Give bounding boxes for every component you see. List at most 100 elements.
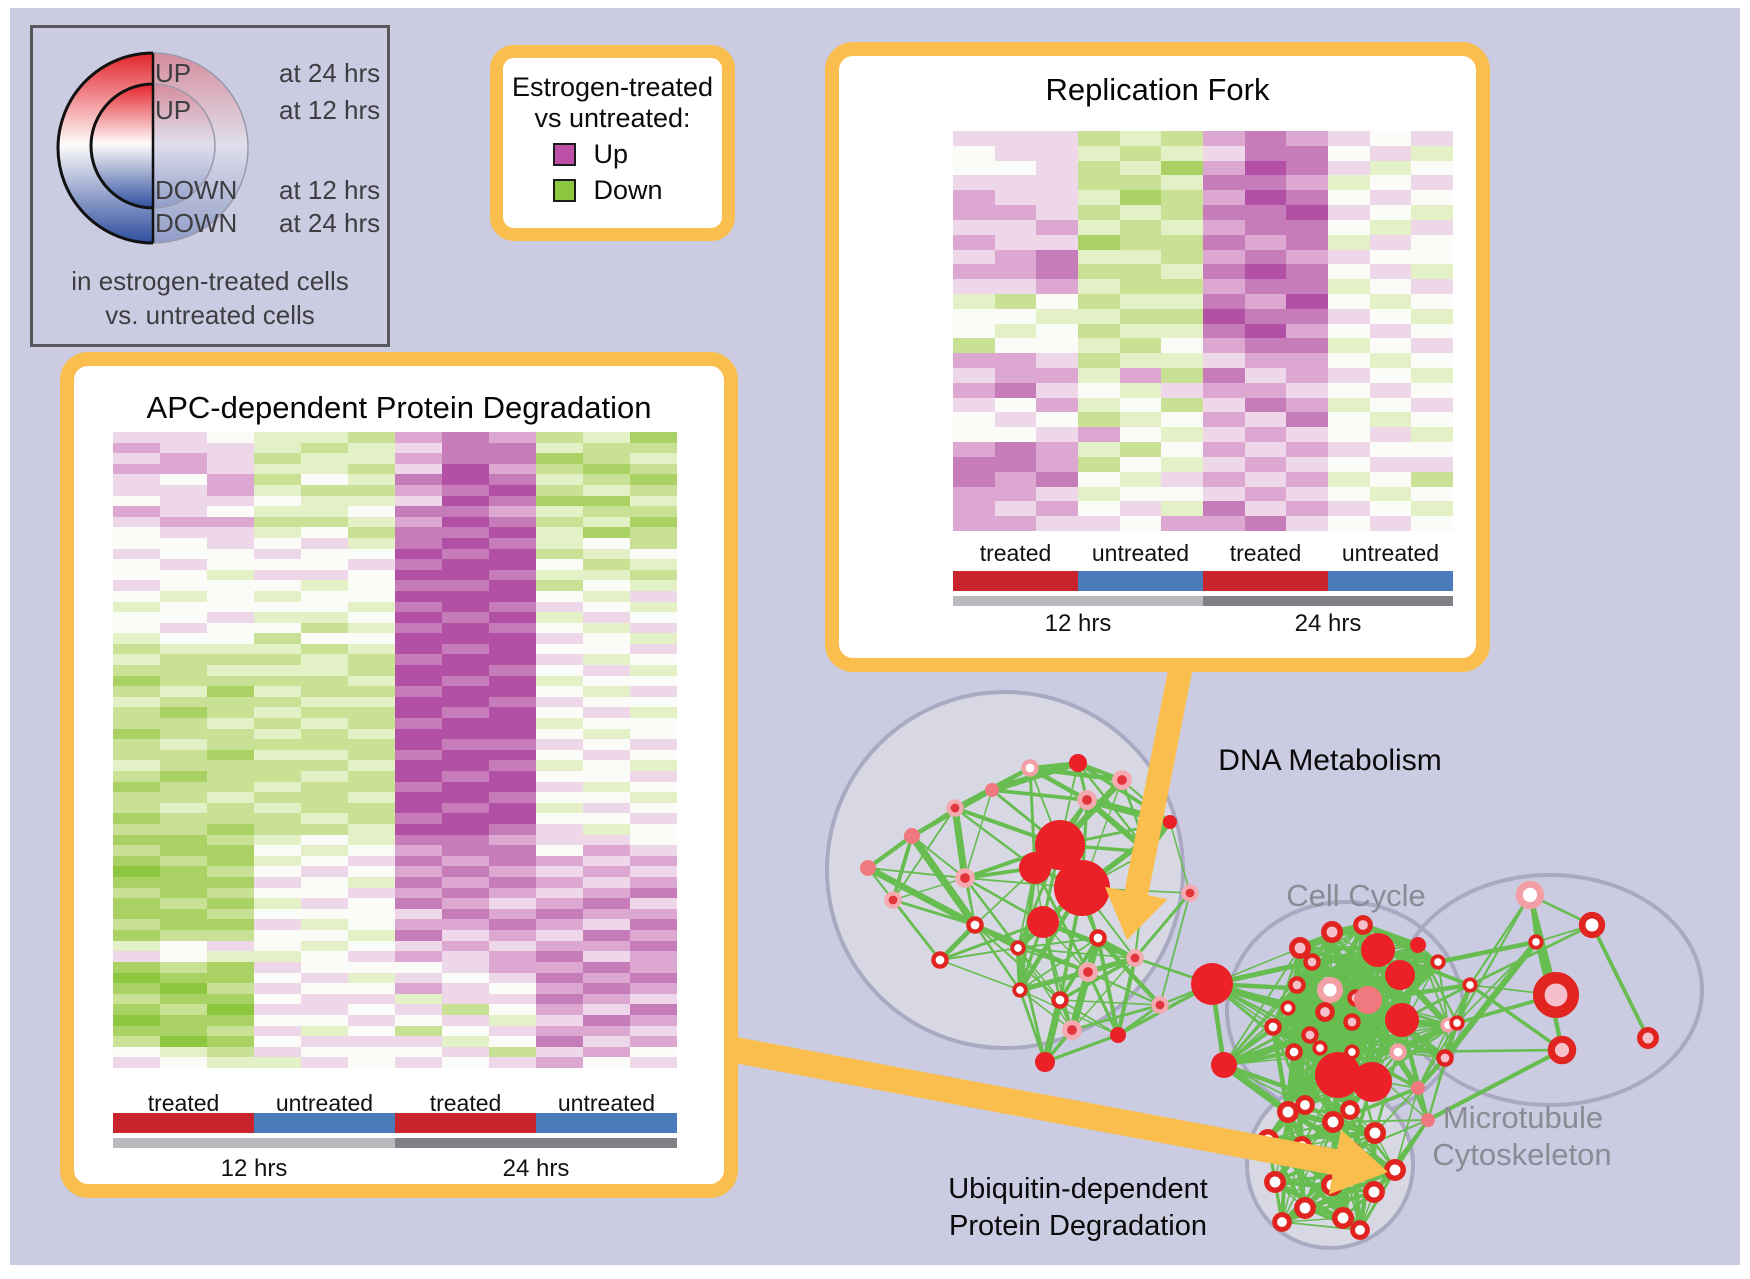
heatmap-cell (1036, 131, 1078, 146)
rf-treated-bar-2 (1203, 571, 1328, 591)
heatmap-cell (630, 908, 677, 920)
heatmap-cell (583, 537, 630, 549)
heatmap-cell (489, 866, 536, 878)
network-edge (1059, 999, 1161, 1006)
heatmap-cell (536, 728, 583, 740)
heatmap-cell (207, 537, 254, 549)
heatmap-cell (994, 249, 1037, 265)
heatmap-cell (301, 771, 348, 782)
network-node-ubiquitin (1272, 1212, 1292, 1232)
heatmap-cell (1203, 397, 1245, 413)
heatmap-cell (994, 412, 1037, 428)
heatmap-cell (160, 612, 207, 623)
heatmap-cell (1161, 190, 1203, 206)
network-edge (1417, 984, 1471, 1089)
heatmap-cell (207, 834, 254, 846)
heatmap-cell (1328, 353, 1370, 368)
heatmap-cell (1203, 501, 1245, 517)
heatmap-cell (254, 432, 301, 443)
heatmap-cell (1036, 323, 1078, 339)
heatmap-cell (395, 930, 442, 941)
heatmap-cell (254, 601, 301, 613)
heatmap-cell (113, 516, 160, 528)
heatmap-cell (395, 569, 442, 581)
network-node-dna (1051, 991, 1069, 1009)
heatmap-cell (207, 802, 254, 814)
heatmap-cell (395, 516, 442, 528)
heatmap-cell (489, 516, 536, 528)
heatmap-cell (1411, 323, 1453, 339)
heatmap-cell (1286, 293, 1328, 309)
network-node-dna (1010, 940, 1026, 956)
heatmap-cell (160, 823, 207, 835)
heatmap-cell (348, 1036, 395, 1047)
heatmap-cell (630, 559, 677, 570)
heatmap-cell (207, 633, 254, 644)
network-node-cellcycle (1321, 921, 1343, 943)
heatmap-cell (1244, 190, 1287, 206)
heatmap-cell (630, 1046, 677, 1058)
heatmap-cell (395, 771, 442, 782)
heatmap-cell (1161, 412, 1203, 428)
heatmap-cell (630, 845, 677, 856)
heatmap-cell (207, 474, 254, 485)
heatmap-cell (536, 771, 583, 782)
heatmap-cell (583, 855, 630, 867)
heatmap-cell (348, 760, 395, 771)
heatmap-cell (113, 559, 160, 570)
heatmap-cell (254, 877, 301, 888)
heatmap-cell (348, 940, 395, 952)
heatmap-cell (160, 622, 207, 634)
heatmap-cell (1078, 427, 1120, 443)
heatmap-cell (489, 877, 536, 888)
heatmap-cell (395, 972, 442, 984)
heatmap-cell (442, 961, 489, 973)
heatmap-cell (160, 675, 207, 687)
heatmap-cell (254, 1046, 301, 1058)
heatmap-cell (348, 739, 395, 750)
heatmap-cell (953, 338, 995, 354)
heatmap-cell (489, 1046, 536, 1058)
heatmap-cell (442, 506, 489, 517)
heatmap-cell (630, 1036, 677, 1047)
heatmap-cell (301, 590, 348, 602)
heatmap-cell (1119, 486, 1162, 502)
heatmap-cell (583, 601, 630, 613)
heatmap-cell (301, 961, 348, 973)
heatmap-cell (301, 823, 348, 835)
rf-group-treated-24: treated (1229, 540, 1302, 566)
network-node-dna (1012, 982, 1028, 998)
ring-legend-caption-1: in estrogen-treated cells (71, 266, 349, 296)
heatmap-cell (207, 855, 254, 867)
heatmap-cell (1119, 516, 1162, 531)
heatmap-cell (442, 527, 489, 538)
heatmap-cell (160, 961, 207, 973)
heatmap-cell (1411, 190, 1453, 206)
network-node-cellcycle (1301, 1026, 1319, 1044)
heatmap-cell (1161, 427, 1203, 443)
ring-label-up-outer: UP (155, 58, 192, 88)
heatmap-cell (1036, 264, 1078, 280)
heatmap-cell (1161, 279, 1203, 294)
heatmap-cell (1286, 308, 1328, 324)
heatmap-cell (348, 442, 395, 454)
heatmap-cell (1036, 427, 1078, 443)
cluster-label-dna-metabolism: DNA Metabolism (1218, 744, 1441, 777)
heatmap-cell (254, 845, 301, 856)
heatmap-cell (630, 675, 677, 687)
heatmap-cell (348, 516, 395, 528)
heatmap-cell (953, 368, 995, 383)
heatmap-cell (630, 474, 677, 485)
heatmap-cell (583, 813, 630, 824)
heatmap-cell (442, 633, 489, 644)
rf-untreated-bar-2 (1328, 571, 1453, 591)
heatmap-cell (630, 516, 677, 528)
heatmap-cell (160, 707, 207, 719)
heatmap-cell (442, 877, 489, 888)
heatmap-cell (583, 845, 630, 856)
heatmap-cell (395, 823, 442, 835)
heatmap-cell (207, 1025, 254, 1037)
heatmap-cell (113, 548, 160, 560)
heatmap-cell (160, 643, 207, 655)
heatmap-cell (1286, 323, 1328, 339)
